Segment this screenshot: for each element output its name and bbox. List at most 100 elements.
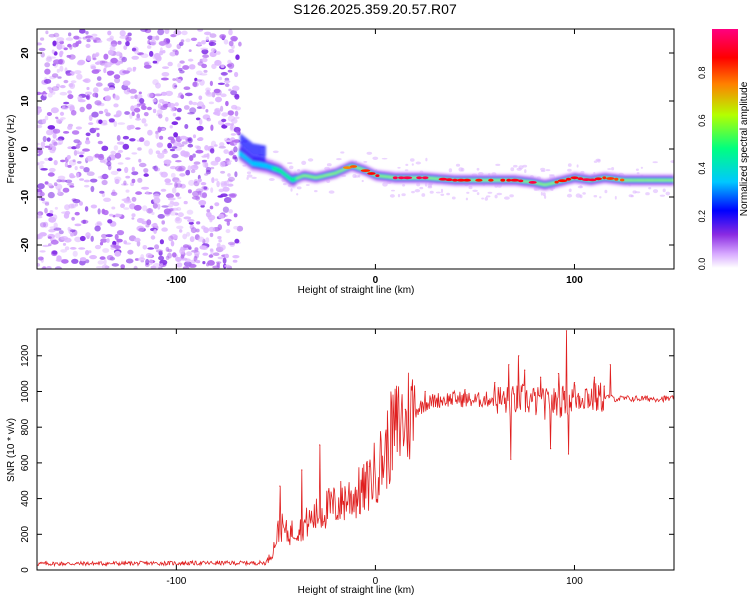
noise-speckle-mark: [63, 131, 70, 134]
noise-speckle-mark: [53, 59, 61, 65]
noise-speckle-mark: [154, 35, 160, 41]
noise-speckle-mark: [44, 62, 51, 68]
noise-speckle-mark: [106, 37, 114, 42]
noise-speckle-mark: [154, 244, 160, 250]
noise-speckle-mark: [224, 139, 232, 143]
noise-speckle-mark: [131, 152, 138, 155]
spectrogram-x-axis-label: Height of straight line (km): [298, 285, 415, 296]
faint-speckle-mark: [440, 188, 444, 193]
noise-speckle-mark: [214, 156, 221, 163]
faint-speckle-mark: [604, 189, 608, 194]
noise-speckle-mark: [188, 263, 197, 268]
noise-speckle-mark: [173, 132, 179, 138]
carrier-band-cell: [427, 177, 431, 179]
noise-speckle-mark: [220, 182, 228, 188]
carrier-band-cell: [279, 169, 283, 173]
noise-speckle-mark: [123, 200, 132, 204]
noise-speckle-mark: [48, 167, 56, 173]
carrier-band-cell: [497, 179, 500, 181]
carrier-band-cell: [382, 175, 385, 178]
carrier-band-cell: [659, 179, 663, 181]
carrier-band-cell: [671, 179, 674, 181]
noise-speckle-mark: [59, 91, 68, 96]
noise-speckle-mark: [90, 185, 95, 193]
snr-y-tick-label: 1200: [20, 344, 31, 367]
noise-speckle-mark: [166, 193, 174, 199]
noise-speckle-mark: [129, 203, 136, 210]
noise-speckle-mark: [106, 156, 112, 162]
noise-speckle-mark: [65, 37, 74, 41]
noise-speckle-mark: [210, 124, 214, 131]
noise-speckle-mark: [54, 206, 59, 210]
snr-y-tick-label: 0: [20, 567, 31, 573]
noise-speckle-mark: [227, 110, 234, 116]
noise-speckle-mark: [101, 233, 107, 239]
noise-speckle-mark: [76, 150, 80, 155]
faint-speckle-mark: [510, 167, 515, 172]
noise-speckle-mark: [100, 122, 108, 126]
noise-speckle-mark: [140, 53, 149, 58]
noise-speckle-mark: [187, 219, 195, 223]
noise-speckle-mark: [113, 103, 119, 108]
carrier-peak-mark: [570, 176, 579, 180]
noise-speckle-mark: [100, 238, 108, 243]
noise-speckle-mark: [61, 259, 69, 264]
noise-speckle-mark: [234, 110, 239, 117]
noise-speckle-mark: [110, 150, 116, 155]
noise-speckle-mark: [55, 138, 62, 141]
noise-speckle-mark: [227, 59, 232, 65]
noise-speckle-mark: [215, 96, 222, 103]
noise-speckle-mark: [223, 197, 232, 203]
carrier-band-cell: [317, 176, 321, 178]
noise-speckle-mark: [88, 114, 93, 121]
noise-speckle-mark: [51, 49, 55, 54]
faint-speckle-mark: [476, 192, 480, 196]
noise-speckle-mark: [188, 64, 196, 70]
noise-speckle-mark: [121, 56, 127, 63]
carrier-peak-mark: [518, 179, 524, 183]
noise-speckle-mark: [42, 244, 50, 248]
noise-speckle-mark: [50, 239, 59, 245]
noise-speckle-mark: [117, 122, 126, 125]
noise-speckle-mark: [227, 173, 231, 177]
carrier-peak-mark: [588, 178, 597, 182]
carrier-band-cell: [260, 162, 264, 168]
noise-speckle-mark: [116, 230, 125, 236]
noise-speckle-mark: [67, 104, 75, 109]
noise-speckle-mark: [172, 201, 180, 207]
noise-speckle-mark: [209, 205, 214, 210]
carrier-peak-mark: [506, 178, 512, 182]
snr-peak-point: [540, 376, 542, 378]
noise-speckle-mark: [68, 83, 74, 88]
noise-speckle-mark: [158, 266, 162, 269]
faint-speckle-mark: [472, 189, 478, 192]
noise-speckle-mark: [126, 125, 132, 131]
noise-speckle-mark: [201, 40, 206, 45]
noise-speckle-mark: [211, 177, 215, 184]
noise-speckle-mark: [107, 30, 112, 36]
noise-speckle-mark: [220, 105, 224, 112]
noise-speckle-mark: [115, 213, 120, 218]
noise-speckle-mark: [227, 69, 233, 73]
carrier-band-cell: [320, 175, 323, 178]
carrier-peak-mark: [614, 177, 619, 181]
carrier-band-cell: [298, 176, 302, 178]
noise-speckle-mark: [170, 172, 176, 178]
noise-speckle-mark: [75, 41, 79, 47]
carrier-band-cell: [337, 171, 340, 173]
faint-speckle-mark: [389, 194, 395, 198]
carrier-band-cell: [303, 174, 307, 177]
noise-speckle-mark: [143, 64, 152, 69]
noise-speckle-mark: [102, 248, 110, 253]
noise-speckle-mark: [167, 102, 176, 108]
carrier-band-cell: [413, 177, 416, 179]
noise-speckle-mark: [196, 145, 202, 151]
carrier-band-cell: [265, 163, 268, 169]
noise-speckle-mark: [187, 112, 195, 115]
noise-speckle-mark: [110, 40, 118, 47]
faint-speckle-mark: [652, 161, 658, 164]
noise-speckle-mark: [97, 260, 105, 265]
noise-speckle-mark: [169, 51, 177, 57]
noise-speckle-mark: [222, 257, 227, 264]
noise-speckle-mark: [58, 118, 64, 122]
